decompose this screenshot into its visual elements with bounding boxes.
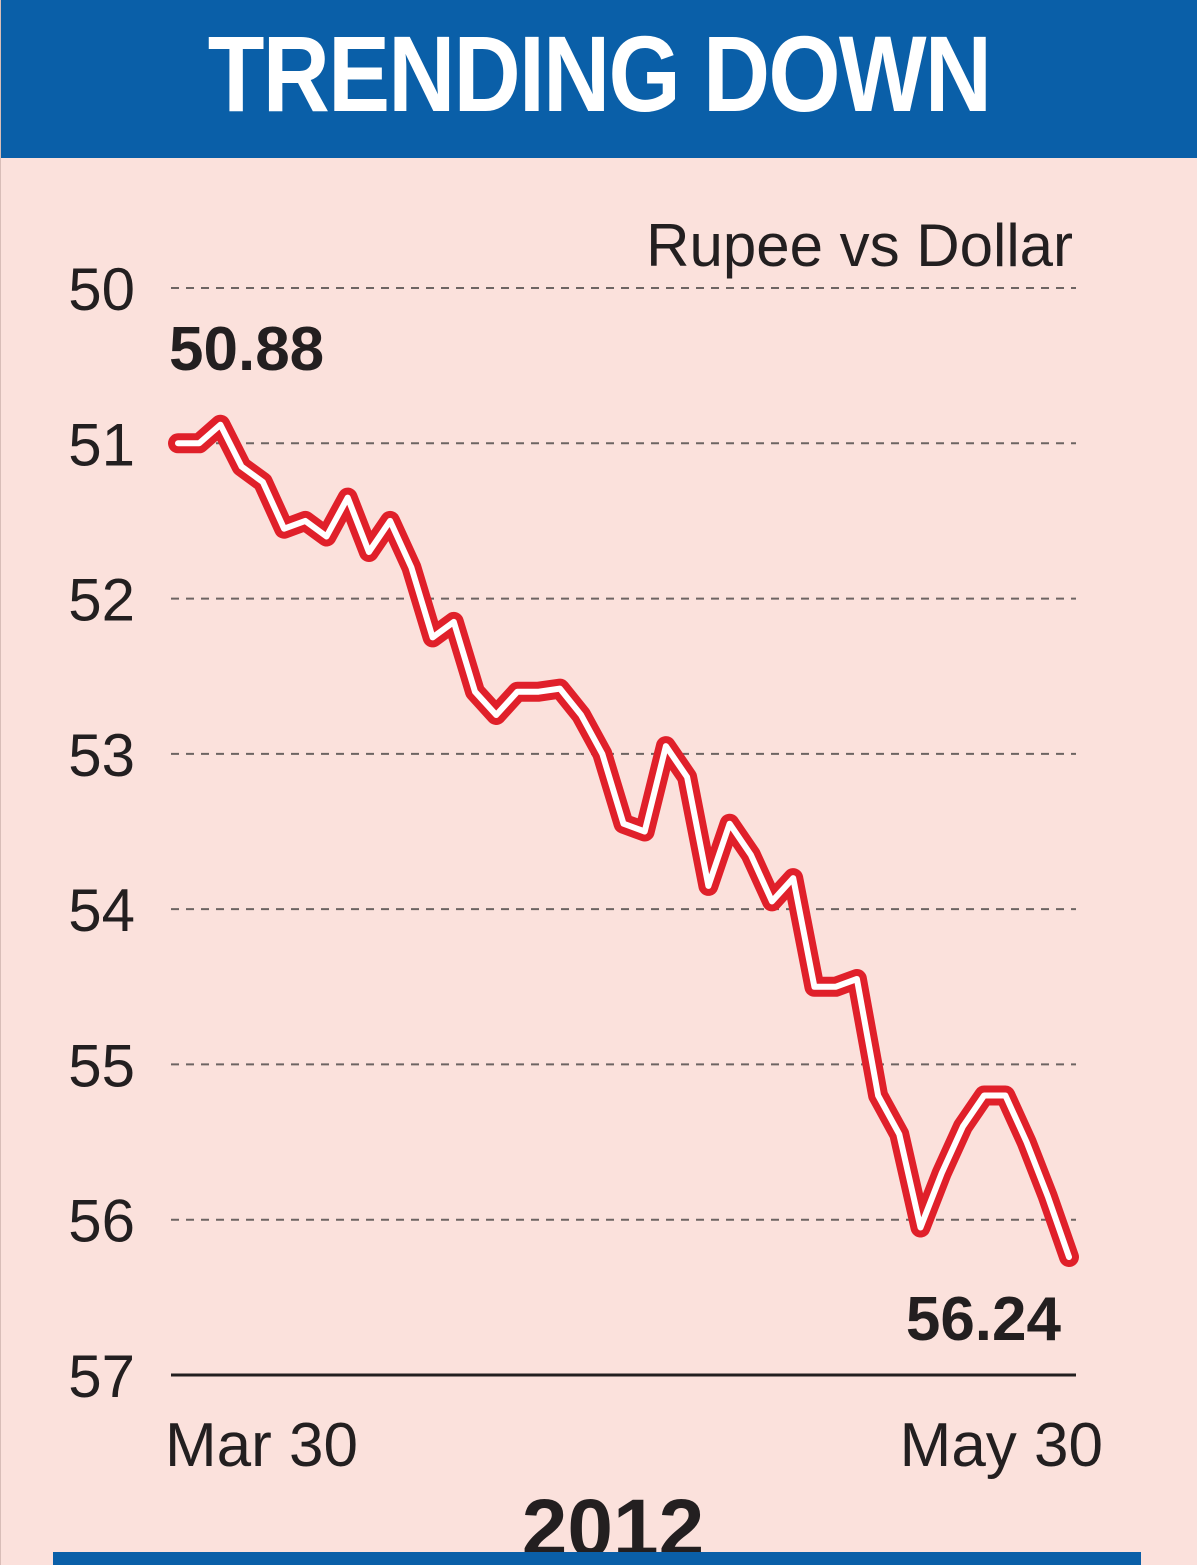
y-tick-label-53: 53 [68, 722, 135, 789]
x-start-label: Mar 30 [165, 1411, 358, 1480]
x-end-label: May 30 [900, 1411, 1103, 1480]
y-tick-label-51: 51 [68, 411, 135, 478]
bottom-band [53, 1552, 1141, 1565]
y-tick-label-50: 50 [68, 256, 135, 323]
start-value-label: 50.88 [169, 315, 324, 384]
y-tick-label-56: 56 [68, 1188, 135, 1255]
y-tick-label-55: 55 [68, 1032, 135, 1099]
chart-title: TRENDING DOWN [207, 12, 992, 134]
y-tick-label-54: 54 [68, 877, 135, 944]
year-label: 2012 [522, 1483, 704, 1552]
y-tick-label-52: 52 [68, 567, 135, 634]
y-tick-label-57: 57 [68, 1343, 135, 1410]
series-name-label: Rupee vs Dollar [646, 212, 1073, 279]
series-line-outer [168, 414, 1079, 1267]
end-value-label: 56.24 [906, 1285, 1062, 1354]
gridlines [171, 287, 1076, 1221]
series-line-group [168, 414, 1079, 1267]
series-line-inner [175, 421, 1072, 1260]
y-axis-ticks: 50 51 52 53 54 55 56 57 [68, 256, 135, 1410]
header-band: TRENDING DOWN [1, 0, 1197, 158]
